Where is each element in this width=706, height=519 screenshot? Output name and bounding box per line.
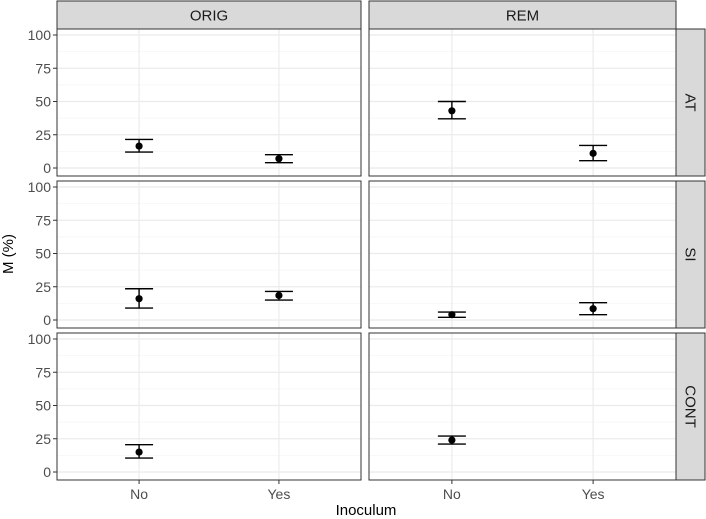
panel-orig-cont bbox=[56, 332, 362, 481]
panel-data-rem-at bbox=[437, 100, 608, 162]
strip-label: CONT bbox=[682, 385, 699, 428]
y-tick-label: 0 bbox=[43, 160, 51, 176]
strip-background bbox=[675, 332, 706, 481]
strip-label: AT bbox=[682, 93, 699, 111]
y-tick-label: 50 bbox=[35, 94, 51, 110]
mean-point bbox=[135, 295, 143, 303]
mean-point bbox=[448, 311, 456, 319]
panel-orig-at bbox=[56, 28, 362, 177]
y-tick-label: 0 bbox=[43, 464, 51, 480]
panel-data-orig-cont bbox=[125, 444, 154, 459]
y-tick-label: 25 bbox=[35, 431, 51, 447]
strip-column-orig: ORIG bbox=[56, 0, 362, 30]
y-axis-at: 0 25 50 75 100 bbox=[28, 27, 57, 176]
strip-column-rem: REM bbox=[368, 0, 677, 30]
y-tick-label: 100 bbox=[28, 179, 52, 195]
y-tick-label: 25 bbox=[35, 279, 51, 295]
panels-layer bbox=[56, 28, 677, 481]
panel-background bbox=[57, 181, 361, 328]
mean-point bbox=[448, 436, 456, 444]
mean-point bbox=[589, 305, 597, 313]
y-axis-cont: 0 25 50 75 100 bbox=[28, 331, 57, 480]
mean-point bbox=[135, 448, 143, 456]
panel-background bbox=[369, 29, 676, 176]
x-tick-label: Yes bbox=[582, 486, 605, 502]
mean-point bbox=[448, 107, 456, 115]
strip-row-si: SI bbox=[675, 180, 706, 329]
panel-rem-si bbox=[368, 180, 677, 329]
panel-data-orig-at bbox=[125, 138, 293, 164]
strip-label: ORIG bbox=[190, 8, 228, 25]
x-tick-label: Yes bbox=[267, 486, 290, 502]
y-axis-si: 0 25 50 75 100 bbox=[28, 179, 57, 328]
y-tick-label: 100 bbox=[28, 27, 52, 43]
x-tick-label: No bbox=[443, 486, 461, 502]
y-tick-label: 0 bbox=[43, 312, 51, 328]
mean-point bbox=[275, 291, 283, 299]
strip-background bbox=[675, 28, 706, 177]
x-axis-title: Inoculum bbox=[336, 502, 397, 519]
panel-border bbox=[56, 180, 362, 329]
x-tick-label: No bbox=[130, 486, 148, 502]
mean-point bbox=[589, 149, 597, 157]
strip-background bbox=[675, 180, 706, 329]
strip-row-at: AT bbox=[675, 28, 706, 177]
mean-point bbox=[135, 142, 143, 150]
panel-data-rem-cont bbox=[437, 435, 466, 445]
mean-point bbox=[275, 155, 283, 163]
panel-rem-cont bbox=[368, 332, 677, 481]
panel-orig-si bbox=[56, 180, 362, 329]
x-axis-rem: No Yes bbox=[443, 480, 605, 502]
axes-layer: 0 25 50 75 100 0 25 50 75 100 0 25 50 75 100 No Yes No Yes bbox=[28, 27, 605, 502]
x-axis-orig: No Yes bbox=[130, 480, 290, 502]
panel-data-orig-si bbox=[125, 288, 293, 309]
strip-label: SI bbox=[682, 247, 699, 261]
y-tick-label: 75 bbox=[35, 212, 51, 228]
y-tick-label: 75 bbox=[35, 60, 51, 76]
facet-strips: ORIG REM AT SI CONT bbox=[56, 0, 706, 481]
strip-row-cont: CONT bbox=[675, 332, 706, 481]
panel-background bbox=[57, 333, 361, 480]
panel-background bbox=[57, 29, 361, 176]
panel-background bbox=[369, 181, 676, 328]
strip-background bbox=[56, 0, 362, 30]
y-tick-label: 50 bbox=[35, 246, 51, 262]
strip-label: REM bbox=[506, 8, 539, 25]
y-tick-label: 25 bbox=[35, 127, 51, 143]
y-axis-title: M (%) bbox=[0, 234, 17, 274]
panel-data-rem-si bbox=[437, 302, 608, 319]
panel-background bbox=[369, 333, 676, 480]
y-tick-label: 100 bbox=[28, 331, 52, 347]
y-tick-label: 50 bbox=[35, 398, 51, 414]
panel-rem-at bbox=[368, 28, 677, 177]
panel-border bbox=[56, 332, 362, 481]
y-tick-label: 75 bbox=[35, 364, 51, 380]
strip-background bbox=[368, 0, 677, 30]
